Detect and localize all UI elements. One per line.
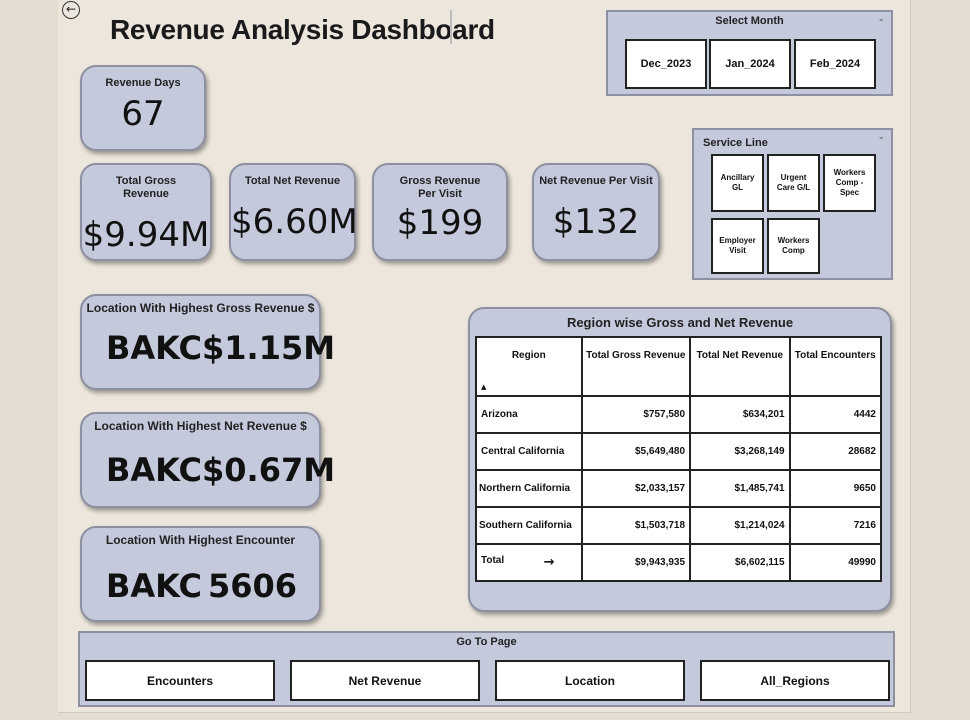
nav-button-encounters[interactable]: Encounters <box>85 660 275 701</box>
cell-region-total: Total → <box>475 543 583 582</box>
page-title: Revenue Analysis Dashboard <box>110 14 495 45</box>
kpi-label: Revenue Days <box>105 77 181 89</box>
cell-encounters: 9650 <box>788 469 883 508</box>
cell-region: Central California <box>475 432 583 471</box>
nav-button-all-regions[interactable]: All_Regions <box>700 660 890 701</box>
cell-net: $3,268,149 <box>689 432 791 471</box>
cell-encounters: 28682 <box>788 432 883 471</box>
cell-encounters: 4442 <box>788 395 883 434</box>
region-revenue-table-card: Region wise Gross and Net Revenue Region… <box>468 307 892 612</box>
card-label: Location With Highest Net Revenue $ <box>94 419 307 433</box>
card-highest-gross-location: Location With Highest Gross Revenue $ BA… <box>80 294 335 390</box>
kpi-total-net-revenue: Total Net Revenue $6.60M <box>229 163 358 261</box>
location-value: $1.15M <box>202 329 336 367</box>
service-option-employer-visit[interactable]: Employer Visit <box>711 218 764 274</box>
go-to-page-panel: Go To Page Encounters Net Revenue Locati… <box>78 631 895 707</box>
slicer-title: Select Month <box>715 15 784 27</box>
cell-net: $6,602,115 <box>689 543 791 582</box>
region-revenue-table: Region ▲ Total Gross Revenue Total Net R… <box>475 336 883 582</box>
kpi-value: $6.60M <box>231 202 358 242</box>
column-header-encounters[interactable]: Total Encounters <box>788 336 883 397</box>
month-option-jan-2024[interactable]: Jan_2024 <box>709 39 791 89</box>
kpi-value: $9.94M <box>82 215 210 255</box>
cell-gross: $9,943,935 <box>580 543 692 582</box>
kpi-label: Total Gross Revenue <box>115 175 177 200</box>
column-header-gross[interactable]: Total Gross Revenue <box>580 336 692 397</box>
table-title: Region wise Gross and Net Revenue <box>566 315 794 330</box>
kpi-gross-revenue-per-visit: Gross Revenue Per Visit $199 <box>372 163 508 261</box>
cell-net: $1,485,741 <box>689 469 791 508</box>
service-option-ancillary-gl[interactable]: Ancillary GL <box>711 154 764 212</box>
kpi-total-gross-revenue: Total Gross Revenue $9.94M <box>80 163 212 261</box>
location-name: BAKC <box>106 329 202 367</box>
cell-region: Southern California <box>475 506 583 545</box>
card-label: Location With Highest Gross Revenue $ <box>86 301 315 315</box>
cell-net: $1,214,024 <box>689 506 791 545</box>
month-option-dec-2023[interactable]: Dec_2023 <box>625 39 707 89</box>
cell-region: Northern California <box>475 469 583 508</box>
panel-title: Go To Page <box>456 636 517 648</box>
cell-gross: $757,580 <box>580 395 692 434</box>
cell-gross: $2,033,157 <box>580 469 692 508</box>
cell-encounters: 7216 <box>788 506 883 545</box>
kpi-label: Total Net Revenue <box>244 175 341 187</box>
card-label: Location With Highest Encounter <box>105 533 296 547</box>
back-arrow-icon[interactable]: ← <box>62 1 80 19</box>
month-option-feb-2024[interactable]: Feb_2024 <box>794 39 876 89</box>
card-highest-net-location: Location With Highest Net Revenue $ BAKC… <box>80 412 335 508</box>
table-row: Central California $5,649,480 $3,268,149… <box>475 432 883 471</box>
kpi-value: $132 <box>552 202 640 242</box>
service-option-urgent-care[interactable]: Urgent Care G/L <box>767 154 820 212</box>
cell-gross: $5,649,480 <box>580 432 692 471</box>
cell-encounters: 49990 <box>788 543 883 582</box>
slicer-title: Service Line <box>703 137 768 149</box>
kpi-label: Gross Revenue Per Visit <box>399 175 481 200</box>
location-value: $0.67M <box>202 451 336 489</box>
chevron-down-icon[interactable]: ⌄ <box>877 132 885 142</box>
table-row: Southern California $1,503,718 $1,214,02… <box>475 506 883 545</box>
cell-region: Arizona <box>475 395 583 434</box>
service-option-workers-comp[interactable]: Workers Comp <box>767 218 820 274</box>
location-name: BAKC <box>106 451 202 489</box>
column-header-net[interactable]: Total Net Revenue <box>689 336 791 397</box>
table-row: Arizona $757,580 $634,201 4442 <box>475 395 883 434</box>
table-total-row: Total → $9,943,935 $6,602,115 49990 <box>475 543 883 582</box>
column-header-label: Region <box>511 350 546 361</box>
location-value: 5606 <box>207 567 297 605</box>
cell-gross: $1,503,718 <box>580 506 692 545</box>
kpi-value: $199 <box>396 203 484 243</box>
kpi-label: Net Revenue Per Visit <box>539 175 653 187</box>
kpi-value: 67 <box>121 94 165 134</box>
card-highest-encounter-location: Location With Highest Encounter BAKC 560… <box>80 526 321 622</box>
kpi-net-revenue-per-visit: Net Revenue Per Visit $132 <box>532 163 660 261</box>
chevron-down-icon[interactable]: ⌄ <box>877 14 885 24</box>
arrow-right-icon[interactable]: → <box>543 555 555 570</box>
nav-button-location[interactable]: Location <box>495 660 685 701</box>
sort-ascending-icon[interactable]: ▲ <box>481 383 487 391</box>
text-cursor <box>450 10 452 44</box>
table-row: Northern California $2,033,157 $1,485,74… <box>475 469 883 508</box>
table-header-row: Region ▲ Total Gross Revenue Total Net R… <box>475 336 883 397</box>
kpi-revenue-days: Revenue Days 67 <box>80 65 206 151</box>
cell-net: $634,201 <box>689 395 791 434</box>
nav-button-net-revenue[interactable]: Net Revenue <box>290 660 480 701</box>
total-label: Total <box>481 555 505 566</box>
location-name: BAKC <box>106 567 202 605</box>
service-option-workers-comp-spec[interactable]: Workers Comp - Spec <box>823 154 876 212</box>
column-header-region[interactable]: Region ▲ <box>475 336 583 397</box>
